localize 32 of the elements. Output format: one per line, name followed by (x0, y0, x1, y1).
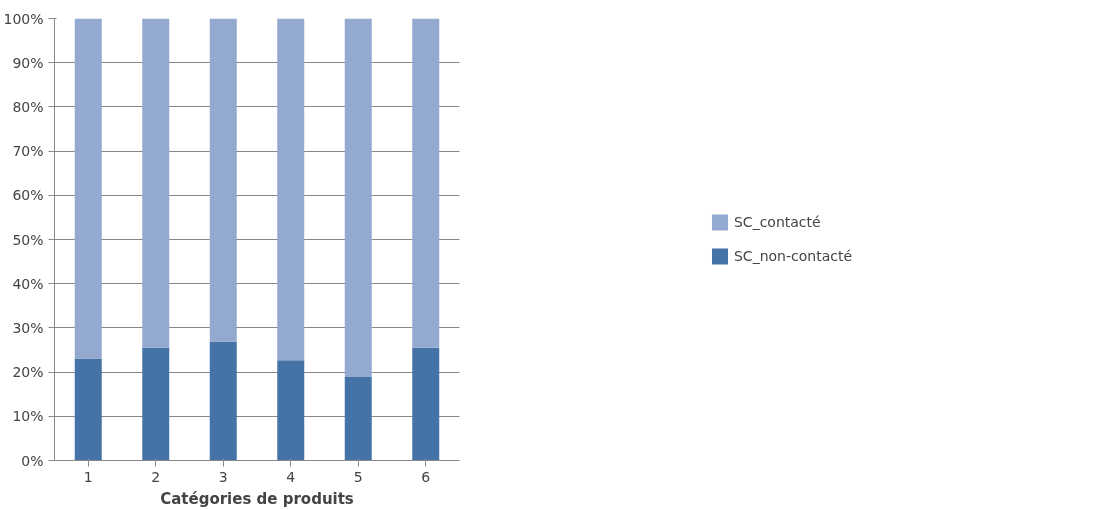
bar (142, 18, 170, 348)
bar (74, 358, 102, 461)
bar (344, 18, 372, 377)
y-tick-label: 10% (12, 408, 44, 425)
legend-label: SC_non-contacté (733, 248, 853, 264)
y-tick-label: 90% (12, 54, 44, 71)
x-tick-label: 5 (353, 468, 363, 485)
bar (209, 18, 237, 342)
x-tick-label: 2 (151, 468, 161, 485)
bar (74, 18, 102, 359)
bar (412, 18, 440, 348)
y-tick-label: 80% (12, 98, 44, 115)
y-tick-label: 60% (12, 187, 44, 204)
x-axis-title: Catégories de produits (160, 489, 354, 508)
y-tick-label: 20% (12, 364, 44, 381)
y-tick-label: 40% (12, 275, 44, 292)
x-tick-label: 6 (421, 468, 431, 485)
y-tick-label: 70% (12, 143, 44, 160)
y-tick-label: 50% (12, 231, 44, 248)
y-tick-label: 0% (21, 452, 44, 469)
bar (277, 360, 305, 461)
y-tick-label: 30% (12, 319, 44, 336)
bar (344, 376, 372, 461)
x-tick-label: 1 (83, 468, 93, 485)
bar (209, 341, 237, 461)
x-tick-label: 3 (218, 468, 228, 485)
bar (142, 347, 170, 461)
x-tick-label: 4 (286, 468, 296, 485)
legend-label: SC_contacté (733, 214, 821, 230)
y-tick-label: 100% (3, 10, 44, 27)
bar (412, 347, 440, 461)
bar (277, 18, 305, 361)
